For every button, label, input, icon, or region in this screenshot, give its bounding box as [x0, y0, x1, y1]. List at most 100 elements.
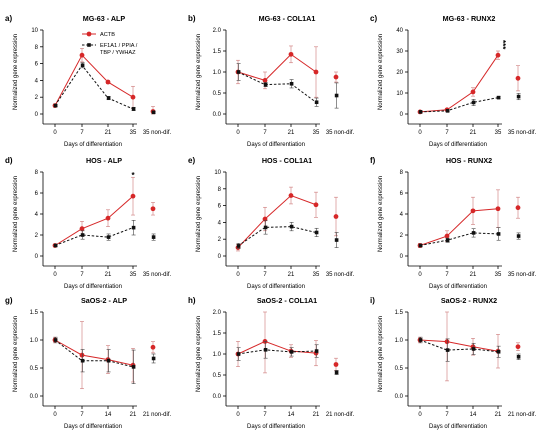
- data-point: [150, 344, 156, 350]
- x-axis-label: Days of differentiation: [64, 142, 122, 148]
- x-tick-label: 7: [263, 272, 267, 278]
- data-point: [496, 232, 501, 236]
- data-point: [288, 51, 294, 57]
- series-line: [237, 349, 317, 355]
- data-point: [516, 234, 521, 238]
- y-tick-label: 6: [218, 204, 222, 210]
- x-tick-label: 7: [263, 412, 267, 418]
- data-point: [445, 109, 450, 113]
- y-tick-label: 4: [35, 212, 39, 218]
- series-reference-genes: [236, 341, 339, 375]
- legend-ref-marker: [87, 43, 91, 47]
- series-line: [54, 195, 134, 246]
- series-reference-genes: [236, 220, 339, 249]
- x-tick-label: 21 non-dif.: [326, 412, 355, 418]
- x-tick-label: 0: [236, 130, 240, 136]
- y-tick-label: 0.0: [30, 394, 39, 400]
- x-axis-label: Days of differentiation: [429, 142, 487, 148]
- panel-label: b): [188, 14, 196, 23]
- series-line: [419, 208, 499, 246]
- x-tick-label: 35: [130, 272, 137, 278]
- data-point: [445, 238, 450, 243]
- x-axis-label: Days of differentiation: [429, 424, 487, 430]
- data-point: [334, 370, 339, 375]
- x-tick-label: 7: [445, 272, 449, 278]
- data-point: [516, 94, 521, 99]
- series-actb: [417, 189, 521, 248]
- series-line: [237, 71, 317, 103]
- series-actb: [417, 50, 521, 115]
- data-point: [471, 231, 476, 235]
- x-axis-label: Days of differentiation: [247, 284, 305, 290]
- series-reference-genes: [418, 93, 521, 114]
- x-tick-label: 21: [105, 272, 112, 278]
- panel-title: MG-63 - COL1A1: [259, 14, 316, 23]
- data-point: [313, 202, 319, 208]
- x-tick-label: 35 non-dif.: [326, 130, 355, 136]
- data-point: [80, 358, 85, 363]
- y-tick-label: 4: [35, 78, 39, 84]
- panel-label: c): [370, 14, 377, 23]
- data-point: [131, 107, 136, 111]
- y-tick-label: 0.5: [213, 373, 222, 379]
- y-tick-label: 8: [400, 170, 404, 176]
- data-point: [314, 349, 319, 353]
- series-actb: [52, 321, 156, 390]
- panel-label: f): [370, 156, 376, 165]
- chart-panel-7: g) SaOS-2 - ALP 0.0 0.5 1.0 1.5 Normalized gen…: [5, 296, 172, 430]
- y-tick-label: 1.5: [395, 310, 404, 316]
- x-tick-label: 0: [236, 272, 240, 278]
- data-point: [515, 344, 521, 350]
- panel-title: HOS - ALP: [86, 156, 122, 165]
- panel-title: HOS - RUNX2: [446, 156, 492, 165]
- series-actb: [235, 186, 339, 252]
- chart-panel-4: d) HOS - ALP 0 2 4 6 8 Normalized gene expressi…: [5, 156, 172, 290]
- chart-panel-8: h) SaOS-2 - COL1A1 0.0 0.5 1.0 1.5 2.0 Normaliz…: [188, 296, 355, 430]
- x-axis-label: Days of differentiation: [429, 284, 487, 290]
- series-reference-genes: [418, 336, 521, 362]
- y-axis-label: Normalized gene expression: [13, 34, 19, 110]
- panel-title: HOS - COL1A1: [262, 156, 312, 165]
- series-reference-genes: [418, 227, 521, 248]
- y-tick-label: 10: [396, 91, 403, 97]
- y-tick-label: 1.0: [213, 70, 222, 76]
- y-tick-label: 10: [214, 170, 221, 176]
- data-point: [515, 205, 521, 211]
- series-actb: [417, 311, 521, 382]
- data-point: [333, 74, 339, 80]
- y-tick-label: 8: [218, 187, 222, 193]
- x-tick-label: 35: [313, 130, 320, 136]
- x-tick-label: 35: [495, 272, 502, 278]
- y-axis-label: Normalized gene expression: [196, 176, 202, 252]
- x-axis-label: Days of differentiation: [64, 424, 122, 430]
- y-tick-label: 1.0: [213, 352, 222, 358]
- y-tick-label: 20: [396, 70, 403, 76]
- data-point: [418, 110, 423, 114]
- x-tick-label: 35 non-dif.: [508, 130, 537, 136]
- data-point: [131, 365, 136, 369]
- y-tick-label: 30: [396, 49, 403, 55]
- data-point: [515, 75, 521, 81]
- y-tick-label: 0.5: [395, 366, 404, 372]
- y-axis-label: Normalized gene expression: [378, 34, 384, 110]
- y-tick-label: 1.5: [213, 331, 222, 337]
- data-point: [334, 238, 339, 242]
- data-point: [470, 208, 476, 214]
- y-tick-label: 10: [31, 28, 38, 34]
- panel-label: g): [5, 296, 13, 305]
- x-axis-label: Days of differentiation: [247, 142, 305, 148]
- x-tick-label: 35: [313, 272, 320, 278]
- series-line: [419, 339, 499, 353]
- data-point: [236, 352, 241, 356]
- data-point: [496, 349, 501, 354]
- data-point: [263, 348, 268, 352]
- data-point: [79, 52, 85, 58]
- data-point: [151, 356, 156, 361]
- y-tick-label: 2: [35, 233, 39, 239]
- data-point: [516, 355, 521, 359]
- series-line: [237, 194, 317, 248]
- y-tick-label: 40: [396, 28, 403, 34]
- y-tick-label: 0.0: [395, 394, 404, 400]
- chart-panel-5: e) HOS - COL1A1 0 2 4 6 8 10 Normalized gene exp…: [188, 156, 355, 290]
- y-tick-label: 0.5: [213, 91, 222, 97]
